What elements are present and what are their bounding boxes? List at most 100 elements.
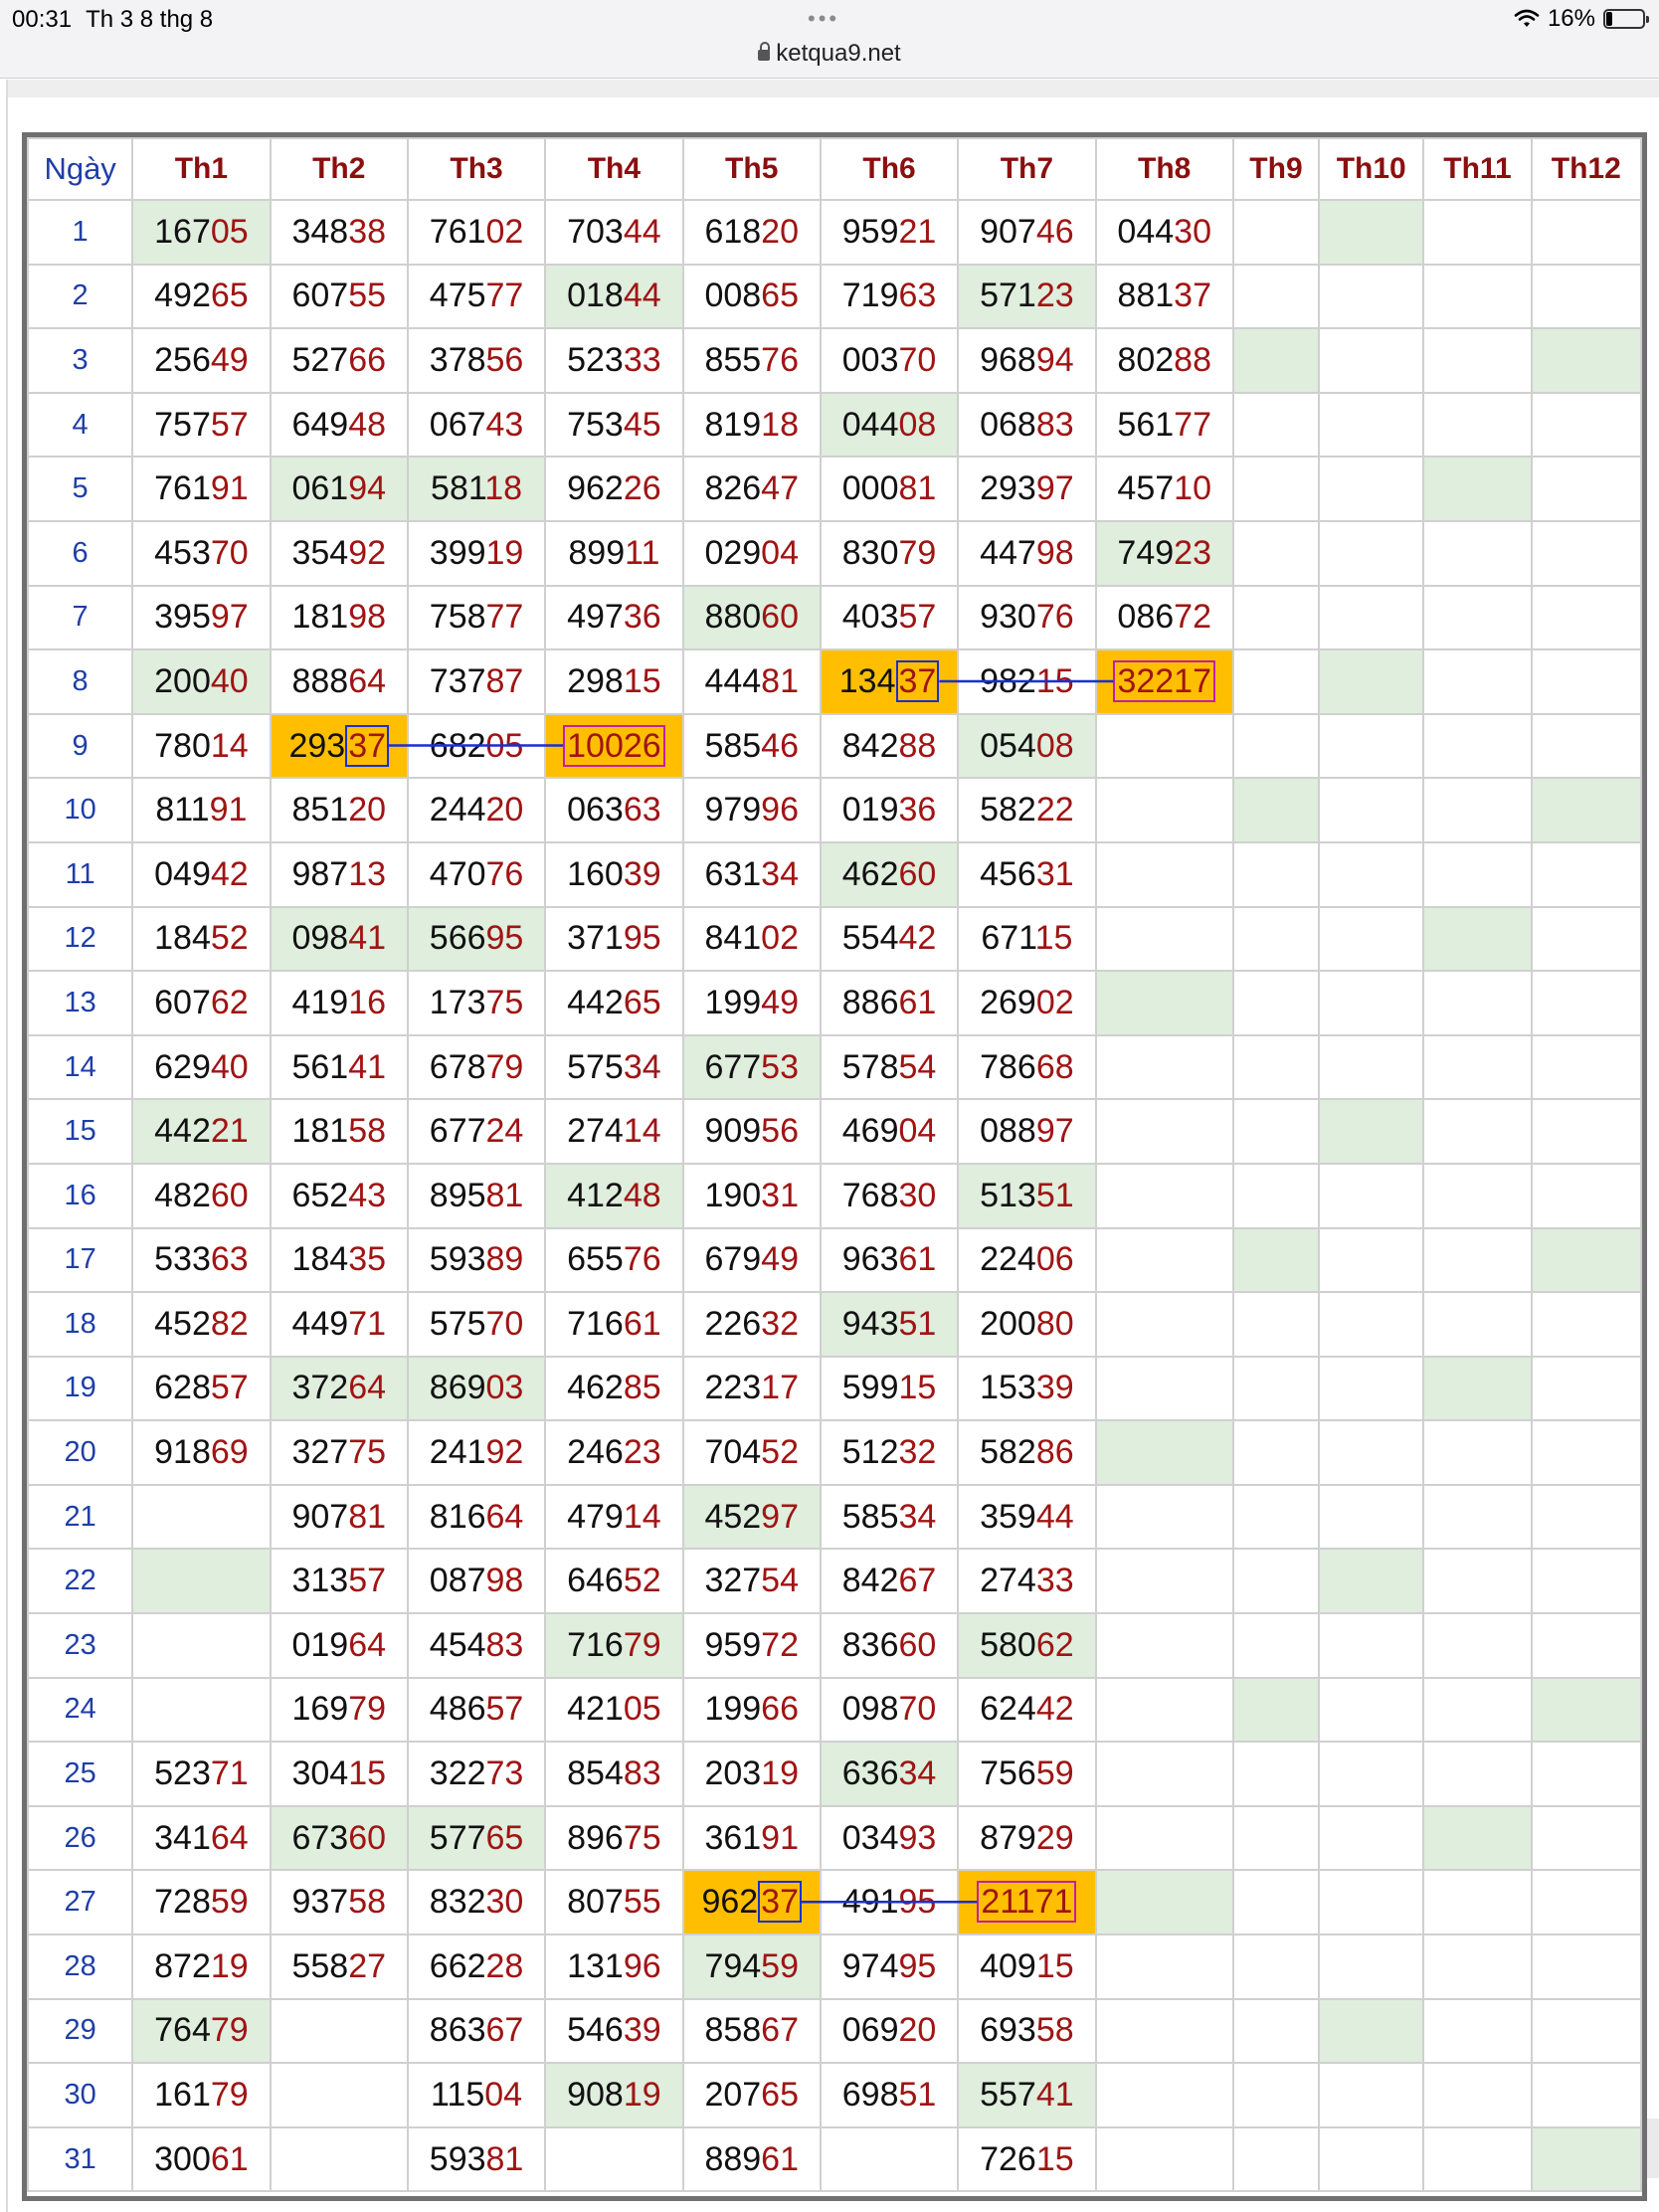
result-cell: 04430	[1094, 199, 1234, 266]
day-cell: 2	[26, 263, 134, 330]
result-cell	[1318, 391, 1425, 459]
table-row: 8 20040 88864 73787 29815 44481 13437 98215 3221…	[26, 648, 1643, 715]
result-cell	[1231, 519, 1321, 587]
table-row: 27 72859 93758 83230 80755 96237 49195 21171	[26, 1869, 1643, 1936]
result-cell	[1422, 1033, 1533, 1101]
result-cell	[1318, 1869, 1425, 1936]
header-day: Ngày	[26, 137, 134, 201]
result-cell	[1231, 456, 1321, 522]
result-cell	[1318, 777, 1425, 843]
result-cell: 51351	[957, 1162, 1097, 1229]
result-cell: 76479	[131, 1997, 272, 2065]
result-cell: 65243	[269, 1162, 409, 1229]
result-cell: 26902	[957, 970, 1097, 1036]
result-cell	[131, 1676, 272, 1744]
more-dots-icon[interactable]: •••	[808, 6, 840, 31]
header-month: Th5	[681, 137, 822, 201]
result-cell: 88060	[681, 584, 822, 651]
table-row: 3 25649 52766 37856 52333 85576 00370 96894 8028…	[26, 327, 1643, 394]
result-cell: 19949	[681, 970, 822, 1036]
scroll-edge[interactable]	[1647, 2119, 1659, 2178]
day-cell: 18	[26, 1291, 134, 1358]
result-cell	[1318, 905, 1425, 973]
status-time: 00:31	[12, 6, 73, 33]
day-cell: 29	[26, 1997, 134, 2065]
result-cell	[1094, 1355, 1234, 1422]
result-cell: 35492	[269, 519, 409, 587]
result-cell: 90956	[681, 1098, 822, 1165]
result-cell	[1422, 456, 1533, 522]
result-cell: 06883	[957, 391, 1097, 459]
result-cell: 06920	[819, 1997, 960, 2065]
result-cell: 44221	[131, 1098, 272, 1165]
result-cell: 79459	[681, 1934, 822, 2000]
result-cell: 97495	[819, 1934, 960, 2000]
result-cell	[1422, 970, 1533, 1036]
result-cell: 84288	[819, 712, 960, 780]
result-cell: 57854	[819, 1033, 960, 1101]
result-cell: 57570	[406, 1291, 547, 1358]
result-cell	[1231, 199, 1321, 266]
result-cell: 73787	[406, 648, 547, 715]
table-row: 29 76479 86367 54639 85867 06920 69358	[26, 1997, 1643, 2065]
result-cell: 16705	[131, 199, 272, 266]
result-cell	[1422, 840, 1533, 908]
result-cell	[1530, 1934, 1643, 2000]
result-cell	[1094, 1676, 1234, 1744]
result-cell: 83660	[819, 1612, 960, 1679]
result-cell: 21171	[957, 1869, 1097, 1936]
result-cell: 76191	[131, 456, 272, 522]
result-cell	[1231, 1226, 1321, 1294]
table-row: 11 04942 98713 47076 16039 63134 46260 45631	[26, 840, 1643, 908]
result-cell: 85576	[681, 327, 822, 394]
result-cell: 11504	[406, 2062, 547, 2128]
result-cell: 57765	[406, 1804, 547, 1872]
result-cell: 95972	[681, 1612, 822, 1679]
result-cell: 56141	[269, 1033, 409, 1101]
result-cell	[269, 2125, 409, 2193]
day-cell: 13	[26, 970, 134, 1036]
address-bar[interactable]: ketqua9.net	[0, 40, 1659, 68]
result-cell	[1231, 1676, 1321, 1744]
result-cell	[1231, 2125, 1321, 2193]
url-text: ketqua9.net	[776, 40, 901, 67]
result-cell: 44265	[544, 970, 684, 1036]
table-row: 13 60762 41916 17375 44265 19949 88661 26902	[26, 970, 1643, 1036]
result-cell: 58286	[957, 1419, 1097, 1486]
result-cell: 88661	[819, 970, 960, 1036]
result-cell: 98215	[957, 648, 1097, 715]
result-cell: 89581	[406, 1162, 547, 1229]
result-cell	[1530, 648, 1643, 715]
result-cell: 85867	[681, 1997, 822, 2065]
result-cell: 82647	[681, 456, 822, 522]
result-cell: 45710	[1094, 456, 1234, 522]
result-cell	[1231, 2062, 1321, 2128]
day-cell: 24	[26, 1676, 134, 1744]
result-cell	[1231, 1804, 1321, 1872]
result-cell: 54639	[544, 1997, 684, 2065]
result-cell: 48260	[131, 1162, 272, 1229]
result-cell: 75345	[544, 391, 684, 459]
table-row: 5 76191 06194 58118 96226 82647 00081 29397 4571…	[26, 456, 1643, 522]
result-cell	[1530, 970, 1643, 1036]
result-cell	[1318, 2125, 1425, 2193]
result-cell: 06194	[269, 456, 409, 522]
header-month: Th8	[1094, 137, 1234, 201]
result-cell	[1530, 905, 1643, 973]
result-cell	[1530, 840, 1643, 908]
marked-result-box: 32217	[1113, 659, 1215, 702]
result-cell: 30415	[269, 1741, 409, 1807]
result-cell: 18452	[131, 905, 272, 973]
result-cell: 93758	[269, 1869, 409, 1936]
result-cell	[1318, 1162, 1425, 1229]
result-cell: 58546	[681, 712, 822, 780]
result-cell: 56695	[406, 905, 547, 973]
result-cell	[1318, 1612, 1425, 1679]
result-cell: 20765	[681, 2062, 822, 2128]
status-time-date: 00:31 Th 3 8 thg 8	[12, 6, 227, 34]
result-cell: 61820	[681, 199, 822, 266]
result-cell: 18198	[269, 584, 409, 651]
result-cell: 66228	[406, 1934, 547, 2000]
result-cell: 88961	[681, 2125, 822, 2193]
table-row: 28 87219 55827 66228 13196 79459 97495 40915	[26, 1934, 1643, 2000]
